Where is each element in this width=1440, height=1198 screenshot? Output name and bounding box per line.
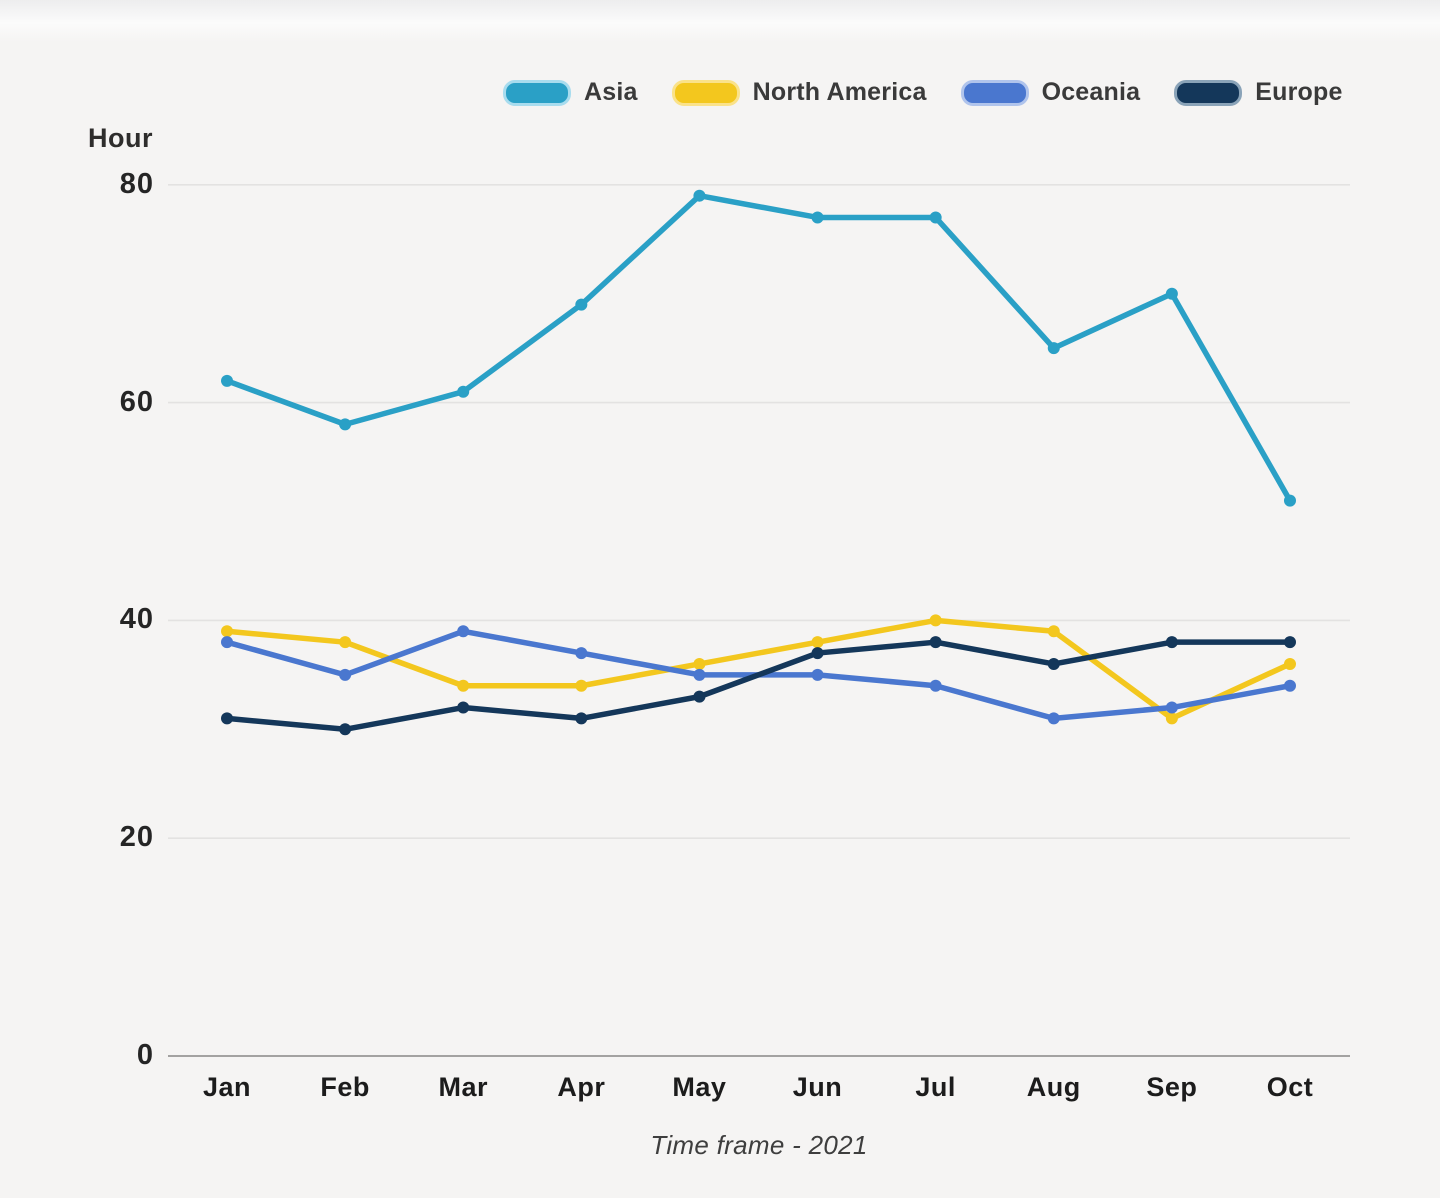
legend-item-asia: Asia [503, 78, 638, 107]
data-point-europe-mar [457, 701, 470, 714]
legend-item-north-america: North America [671, 78, 927, 107]
data-point-oceania-jun [811, 668, 824, 681]
data-point-europe-oct [1283, 636, 1296, 649]
x-tick-label-oct: Oct [1266, 1072, 1314, 1102]
x-tick-label-may: May [672, 1072, 727, 1102]
legend-swatch-oceania [960, 79, 1029, 106]
data-point-north-america-jun [811, 636, 824, 649]
data-point-north-america-apr [575, 679, 588, 692]
data-point-oceania-apr [575, 647, 588, 660]
data-point-europe-jun [811, 647, 824, 660]
legend-swatch-europe [1174, 79, 1243, 106]
data-point-north-america-oct [1283, 657, 1296, 670]
series-line-asia [224, 192, 1293, 504]
x-tick-label-feb: Feb [320, 1072, 370, 1102]
legend-item-europe: Europe [1174, 78, 1342, 107]
y-tick-label-20: 20 [119, 821, 154, 854]
data-point-asia-jun [811, 211, 824, 224]
chart-caption: Time frame - 2021 [650, 1130, 868, 1160]
data-point-europe-apr [575, 712, 588, 725]
data-point-oceania-oct [1283, 679, 1296, 692]
legend-item-oceania: Oceania [960, 78, 1141, 107]
data-point-asia-sep [1165, 287, 1178, 300]
data-point-europe-feb [339, 723, 352, 736]
data-point-asia-feb [339, 418, 352, 431]
data-point-north-america-may [693, 657, 706, 670]
y-tick-label-80: 80 [119, 167, 154, 200]
data-point-europe-aug [1047, 657, 1060, 670]
data-point-asia-jul [929, 211, 942, 224]
data-point-europe-may [693, 690, 706, 703]
data-point-oceania-aug [1047, 712, 1060, 725]
y-tick-label-60: 60 [119, 385, 154, 418]
data-point-north-america-feb [339, 636, 352, 649]
x-tick-label-aug: Aug [1026, 1072, 1081, 1102]
data-point-asia-mar [457, 385, 470, 398]
data-point-europe-sep [1165, 636, 1178, 649]
data-point-oceania-feb [339, 668, 352, 681]
data-point-north-america-jul [929, 614, 942, 627]
data-point-europe-jan [221, 712, 233, 725]
data-point-oceania-jan [221, 636, 233, 649]
legend-swatch-asia [503, 79, 571, 106]
data-point-north-america-mar [457, 679, 470, 692]
data-point-asia-jan [221, 374, 233, 387]
legend-label-north-america: North America [752, 78, 927, 106]
legend-label-europe: Europe [1255, 78, 1343, 106]
data-point-oceania-jul [929, 679, 942, 692]
y-tick-label-40: 40 [119, 603, 154, 636]
chart-legend: Asia North America Oceania Europe [503, 78, 1343, 107]
data-point-north-america-jan [221, 625, 233, 638]
data-point-oceania-sep [1165, 701, 1178, 714]
series-line-europe [224, 639, 1293, 733]
data-point-oceania-mar [457, 625, 470, 638]
x-tick-label-jul: Jul [915, 1072, 956, 1102]
x-tick-label-mar: Mar [438, 1072, 488, 1102]
data-point-north-america-aug [1047, 625, 1060, 638]
legend-label-asia: Asia [584, 78, 638, 106]
legend-label-oceania: Oceania [1041, 78, 1141, 106]
x-tick-label-apr: Apr [557, 1072, 606, 1102]
data-point-asia-aug [1047, 342, 1060, 355]
data-point-oceania-may [693, 668, 706, 681]
x-tick-label-jan: Jan [202, 1072, 252, 1102]
data-point-asia-oct [1283, 494, 1296, 507]
x-tick-label-jun: Jun [792, 1072, 843, 1102]
data-point-north-america-sep [1165, 712, 1178, 725]
data-point-europe-jul [929, 636, 942, 649]
series-line-north-america [224, 617, 1293, 722]
y-tick-label-0: 0 [136, 1039, 154, 1071]
x-tick-label-sep: Sep [1146, 1072, 1198, 1102]
data-point-asia-apr [575, 298, 588, 311]
y-axis-title: Hour [88, 123, 153, 153]
legend-swatch-north-america [671, 79, 740, 106]
data-point-asia-may [693, 189, 706, 202]
